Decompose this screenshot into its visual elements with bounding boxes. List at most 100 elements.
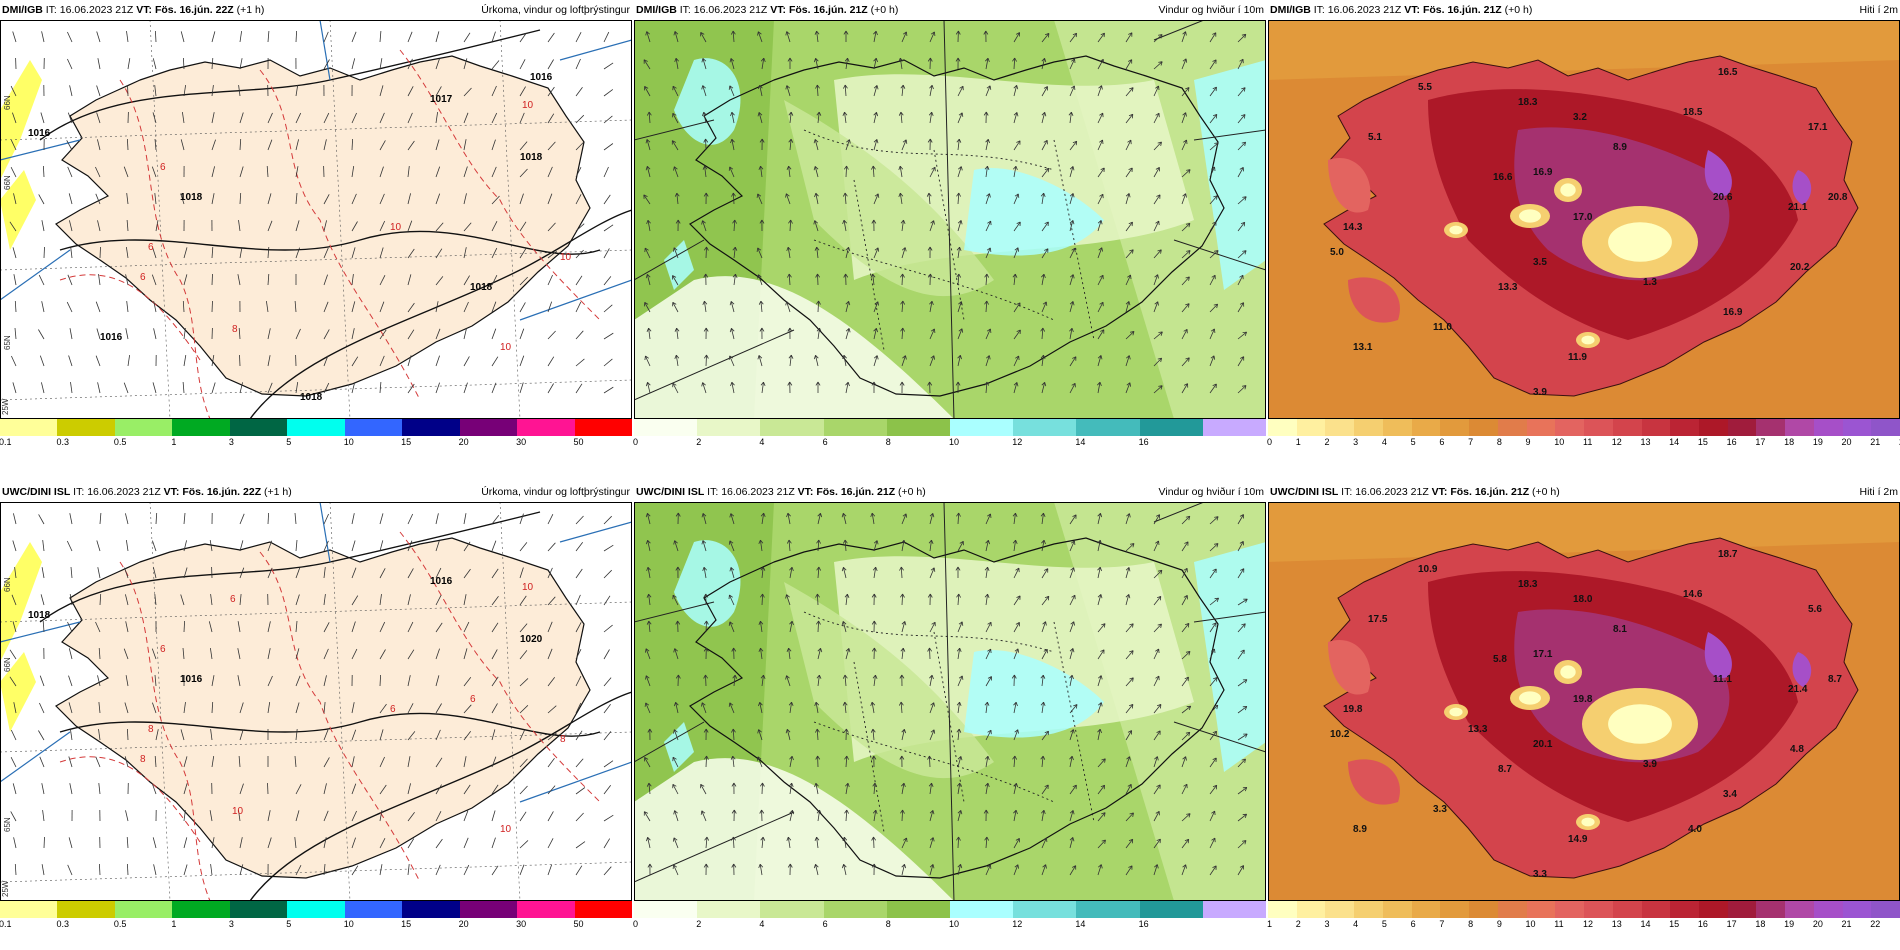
wind-arrow-head [1042,621,1046,625]
wind-arrow [407,811,415,822]
wind-arrow-head [705,273,709,278]
temperature-map[interactable]: 10.9 18.3 14.6 18.7 17.5 18.0 5.6 8.1 5.8 17.1 11.… [1268,502,1900,901]
wind-arrow-head [1098,675,1102,679]
wind-arrow-head [1100,784,1105,788]
precip-map[interactable]: 1017 1016 1018 1018 1016 1016 1018 1018 6 6 10 10 8 1… [0,20,632,419]
wind-arrow [351,58,356,70]
colorbar-swatch [459,901,518,918]
wind-arrow [39,355,45,367]
wind-arrow [845,648,850,660]
wind-arrow [126,193,129,205]
wind-arrow-head [985,139,989,143]
wind-arrow [379,594,382,606]
wind-arrow [183,756,188,768]
wind-arrow-head [1244,679,1248,684]
wind-arrow [351,567,357,579]
wind-arrow-head [673,247,678,251]
wind-arrow [789,567,793,579]
wind-arrow [733,274,736,286]
wind-arrow-head [677,620,681,625]
wind-arrow [463,784,471,795]
wind-arrow [239,58,243,70]
wind-arrow [351,595,359,606]
panel-title: Vindur og hviður í 10m [1158,486,1264,498]
wind-arrow [575,676,582,687]
wind-arrow-head [905,139,908,144]
wind-arrow [67,31,73,43]
lead-time: (+0 h) [898,486,926,498]
wind-arrow-head [790,219,793,224]
wind-arrow [463,513,467,525]
wind-arrow [1153,194,1161,205]
wind-arrow-head [673,702,676,707]
temperature-map[interactable]: 5.5 18.3 18.5 16.5 5.1 3.2 17.1 8.9 16.6 16.9 20.6… [1268,20,1900,419]
wind-arrow-head [815,620,819,625]
wind-arrow [39,756,45,768]
wind-arrow [267,112,273,124]
colorbar-tick-label: 2 [696,919,702,929]
isobar-label: 1018 [28,610,51,621]
wind-arrow-head [930,31,935,35]
wind-arrow-head [1244,840,1247,845]
temperature-contour [59,756,201,843]
wind-arrow-head [787,327,791,332]
precip-map[interactable]: 1016 1018 1016 1020 6 8 10 6 10 10 8 8 6 6 66N 66N 65N 25… [0,502,632,901]
wind-arrow-head [1126,513,1130,517]
wind-arrow-head [872,165,876,170]
wind-arrow [379,729,384,741]
wind-arrow [603,332,614,340]
wind-arrow-head [1214,142,1219,144]
wind-arrow-head [1098,864,1102,868]
wind-arrow-head [645,675,647,680]
wind-arrow-head [871,165,874,170]
wind-arrow-head [1186,169,1191,171]
wind-arrow [238,327,241,340]
wind-arrow-head [700,32,705,35]
wind-arrow [1153,675,1160,687]
temperature-value-label: 5.8 [1493,654,1507,665]
wind-arrow [491,729,496,741]
wind-arrow [929,167,936,178]
wind-arrow-head [1241,33,1246,36]
wind-arrow [519,567,524,579]
colorbar-swatch [1612,419,1642,436]
latitude-label: 65N [3,817,12,832]
wind-arrow [1069,621,1075,633]
wind-arrow-head [986,355,990,359]
wind-arrow [69,220,73,232]
wind-map[interactable] [634,502,1266,901]
wind-arrow [407,703,414,714]
wind-arrow-head [756,756,759,761]
wind-map[interactable] [634,20,1266,419]
wind-arrow-head [931,85,934,90]
wind-arrow [1069,648,1074,660]
wind-arrow-head [933,355,935,360]
wind-arrow [985,58,989,70]
wind-arrow-head [1158,34,1163,36]
colorbar-tick-label: 12 [1611,437,1622,447]
wind-arrow-head [731,328,735,332]
wind-arrow [67,166,73,178]
wind-arrow [985,273,988,286]
wind-arrow [760,166,763,178]
wind-arrow [731,328,735,340]
wind-arrow [295,112,302,124]
wind-arrow [1209,328,1215,340]
wind-arrow-head [1043,810,1046,815]
wind-arrow [1097,729,1101,741]
wind-speed-band [964,650,1104,738]
wind-arrow [154,138,157,151]
wind-arrow-head [1131,114,1134,119]
wind-arrow-head [649,863,653,868]
wind-arrow-head [1072,865,1076,868]
wind-arrow [676,328,679,340]
wind-arrow-head [1187,623,1190,628]
wind-arrow-head [729,702,734,706]
wind-arrow [732,728,735,741]
wind-arrow-head [1188,169,1191,174]
wind-arrow [843,864,847,876]
wind-arrow-head [647,540,651,544]
wind-arrow [407,220,413,232]
wind-arrow-head [844,593,848,598]
isobar [39,511,541,623]
